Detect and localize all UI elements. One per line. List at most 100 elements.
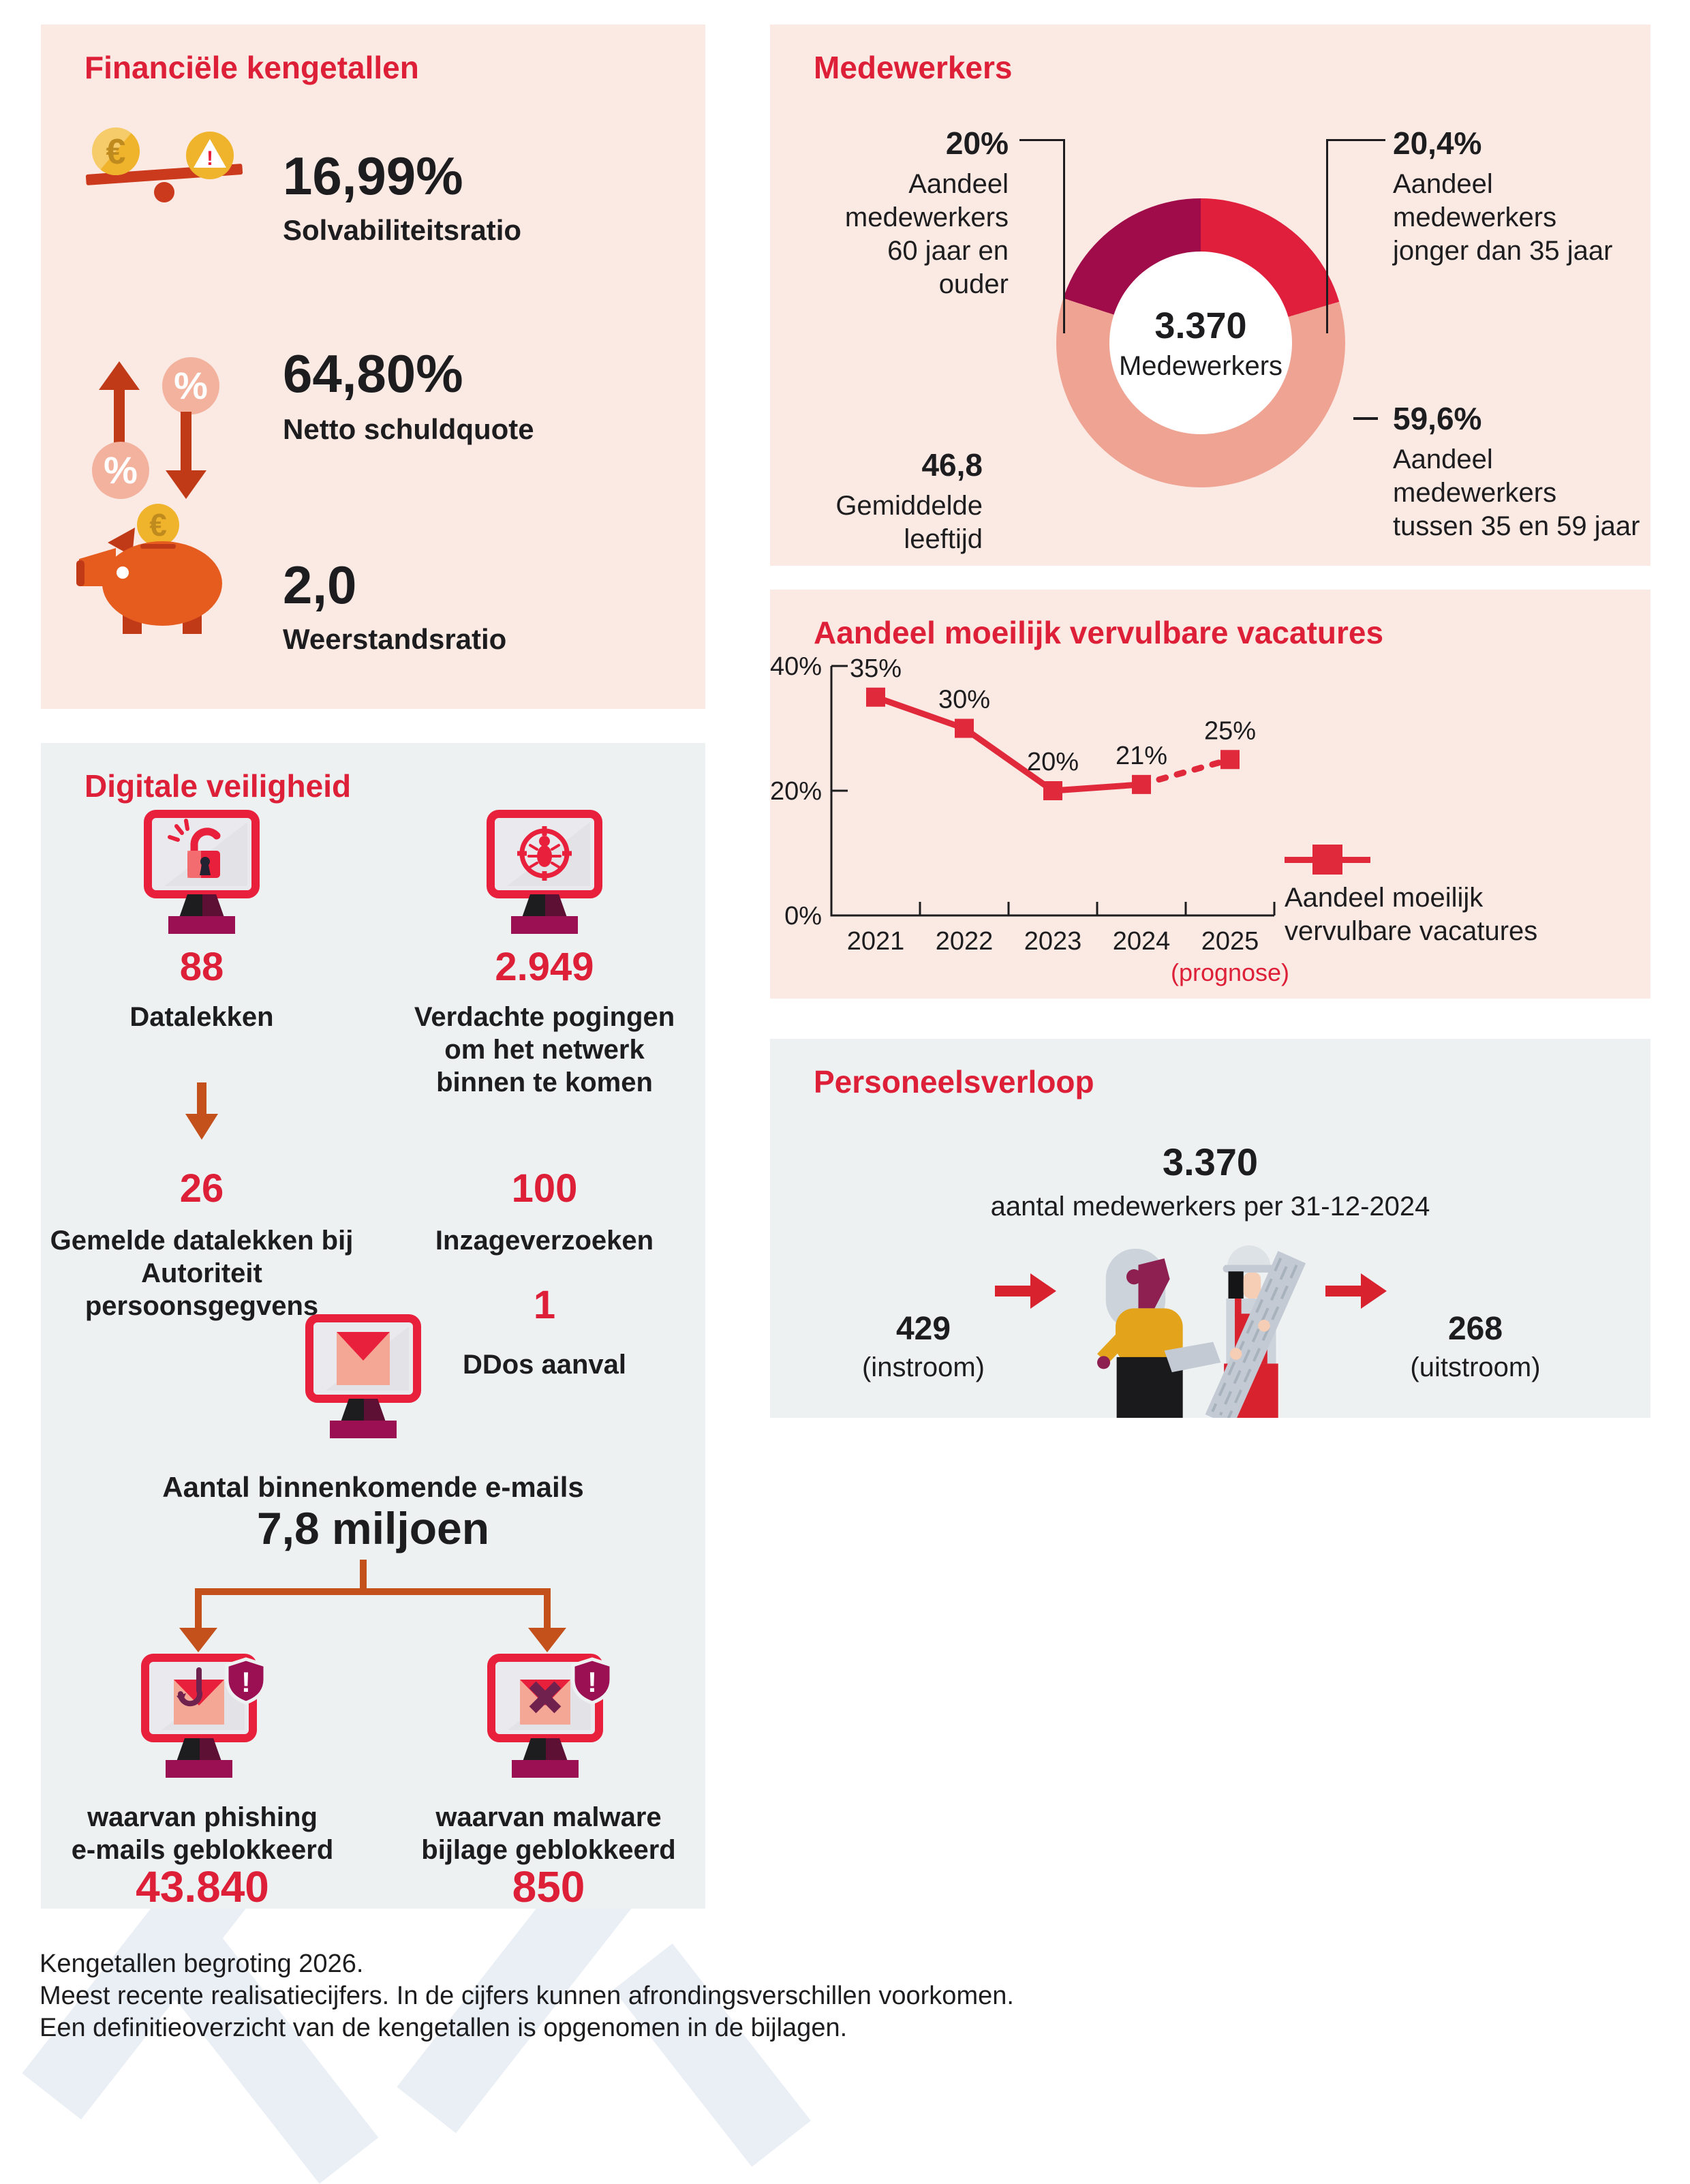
legend-marker-square — [1312, 845, 1342, 875]
callout-middle-line: medewerkers — [1393, 478, 1557, 508]
incoming-mail-monitor-icon — [305, 1314, 421, 1438]
svg-text:20%: 20% — [770, 777, 822, 806]
svg-text:2022: 2022 — [936, 927, 994, 956]
panel-digitale-veiligheid: Digitale veiligheid — [41, 743, 705, 1909]
branch-right-arrowhead — [528, 1628, 566, 1652]
malware-line: bijlage geblokkeerd — [421, 1835, 676, 1865]
callout-older: 20% Aandeel medewerkers 60 jaar en ouder — [811, 124, 1009, 301]
callout-older-value: 20% — [945, 125, 1009, 161]
branch-right-stem — [544, 1588, 551, 1629]
callout-younger-line: Aandeel — [1393, 169, 1493, 199]
uitstroom-label: (uitstroom) — [1410, 1352, 1541, 1382]
phishing-line: waarvan phishing — [87, 1802, 318, 1832]
average-age-label: Gemiddelde leeftijd — [835, 491, 983, 554]
incoming-mail-value: 7,8 miljoen — [256, 1503, 490, 1553]
panel-title: Aandeel moeilijk vervulbare vacatures — [814, 615, 1384, 650]
network-intrusion-monitor-icon — [487, 810, 602, 934]
warning-glyph: ! — [206, 147, 213, 170]
callout-younger-value: 20,4% — [1393, 125, 1482, 161]
callout-older-line: 60 jaar en ouder — [887, 236, 1009, 299]
branch-left-arrowhead — [179, 1628, 217, 1652]
callout-middle: 59,6% Aandeel medewerkers tussen 35 en 5… — [1393, 399, 1665, 543]
callout-older-line: medewerkers — [844, 202, 1009, 232]
euro-glyph: € — [149, 507, 167, 543]
callout-younger: 20,4% Aandeel medewerkers jonger dan 35 … — [1393, 124, 1652, 268]
callout-middle-line: Aandeel — [1393, 444, 1493, 474]
malware-value: 850 — [512, 1862, 585, 1911]
phishing-line: e-mails geblokkeerd — [71, 1835, 334, 1865]
gemelde-datalekken-label: Gemelde datalekken bij Autoriteit persoo… — [48, 1224, 355, 1322]
svg-text:30%: 30% — [938, 686, 990, 714]
instroom-arrow-icon — [995, 1273, 1056, 1309]
svg-text:2021: 2021 — [847, 927, 905, 956]
workers-illustration — [1097, 1245, 1306, 1418]
percent-glyph: % — [104, 449, 138, 491]
footer-note: Kengetallen begroting 2026. Meest recent… — [40, 1948, 1014, 2044]
callout-older-line: Aandeel — [908, 169, 1009, 199]
donut-center-value: 3.370 — [1154, 305, 1247, 346]
svg-text:35%: 35% — [850, 654, 902, 683]
panel-title: Medewerkers — [814, 50, 1013, 85]
donut-center-label: Medewerkers — [1118, 350, 1283, 381]
gemelde-line: Gemelde datalekken bij — [50, 1226, 354, 1256]
balance-scale-icon: € ! — [85, 127, 243, 202]
euro-glyph: € — [106, 132, 126, 172]
vacancies-line-chart: 0% 20% 40% 35% 30% 20% 21% 25% 2021 2022 2023 2024 2… — [770, 652, 1289, 986]
svg-text:(prognose): (prognose) — [1171, 958, 1289, 986]
pogingen-line: Verdachte pogingen — [414, 1002, 675, 1032]
netto-schuldquote-value: 64,80% — [283, 344, 463, 404]
piggy-bank-icon: € — [76, 504, 222, 634]
average-age: 46,8 Gemiddelde leeftijd — [797, 446, 983, 556]
pogingen-value: 2.949 — [495, 945, 594, 989]
percent-glyph: % — [174, 364, 208, 407]
gemelde-line: persoonsgegvens — [84, 1291, 319, 1321]
inzageverzoeken-value: 100 — [511, 1166, 578, 1211]
callout-middle-line: tussen 35 en 59 jaar — [1393, 511, 1640, 541]
gemelde-line: Autoriteit — [141, 1258, 262, 1288]
callout-younger-line: medewerkers — [1393, 202, 1557, 232]
panel-personeelsverloop: Personeelsverloop 3.370 aantal medewerke… — [770, 1039, 1650, 1418]
solvabiliteitsratio-label: Solvabiliteitsratio — [283, 214, 522, 246]
malware-label: waarvan malware bijlage geblokkeerd — [399, 1801, 698, 1866]
callout-middle-value: 59,6% — [1393, 401, 1482, 436]
datalekken-label: Datalekken — [129, 1002, 274, 1032]
svg-text:2024: 2024 — [1113, 927, 1171, 956]
pogingen-line: binnen te komen — [436, 1067, 653, 1097]
weerstandsratio-label: Weerstandsratio — [283, 623, 507, 655]
shield-exclaim-glyph: ! — [587, 1666, 597, 1698]
netto-schuldquote-label: Netto schuldquote — [283, 413, 534, 445]
branch-stem — [360, 1560, 367, 1591]
svg-text:40%: 40% — [770, 652, 822, 681]
footer-line: Kengetallen begroting 2026. — [40, 1950, 364, 1978]
phishing-value: 43.840 — [136, 1862, 269, 1911]
percent-arrows-icon: % % — [92, 357, 219, 499]
datalekken-value: 88 — [179, 945, 224, 989]
svg-text:21%: 21% — [1116, 742, 1167, 770]
legend-label: Aandeel moeilijk vervulbare vacatures — [1285, 881, 1646, 948]
malware-line: waarvan malware — [435, 1802, 662, 1832]
callout-line-younger — [1326, 139, 1385, 333]
datalek-monitor-icon — [144, 810, 260, 934]
down-arrow-icon — [185, 1082, 218, 1140]
svg-text:2023: 2023 — [1024, 927, 1082, 956]
solvabiliteitsratio-value: 16,99% — [283, 146, 463, 206]
phishing-label: waarvan phishing e-mails geblokkeerd — [52, 1801, 352, 1866]
footer-line: Een definitieoverzicht van de kengetalle… — [40, 2014, 848, 2042]
instroom-value: 429 — [895, 1311, 951, 1347]
svg-text:2025: 2025 — [1201, 927, 1259, 956]
donut-center: 3.370 Medewerkers — [1109, 252, 1292, 434]
instroom-label: (instroom) — [861, 1352, 985, 1382]
gemelde-datalekken-value: 26 — [179, 1166, 224, 1211]
branch-left-stem — [195, 1588, 202, 1629]
malware-monitor-icon: ! — [487, 1654, 613, 1778]
panel-title: Personeelsverloop — [814, 1064, 1094, 1099]
total-employees-value: 3.370 — [1162, 1140, 1259, 1183]
uitstroom-arrow-icon — [1325, 1273, 1387, 1309]
pogingen-label: Verdachte pogingen om het netwerk binnen… — [405, 1001, 684, 1099]
panel-financiele-kengetallen: Financiële kengetallen € ! 16,99% Solvab… — [41, 25, 705, 709]
panel-title: Financiële kengetallen — [84, 50, 419, 85]
branch-bar — [195, 1588, 551, 1595]
inzageverzoeken-label: Inzageverzoeken — [435, 1226, 654, 1256]
shield-exclaim-glyph: ! — [241, 1666, 251, 1698]
uitstroom-value: 268 — [1447, 1311, 1503, 1347]
